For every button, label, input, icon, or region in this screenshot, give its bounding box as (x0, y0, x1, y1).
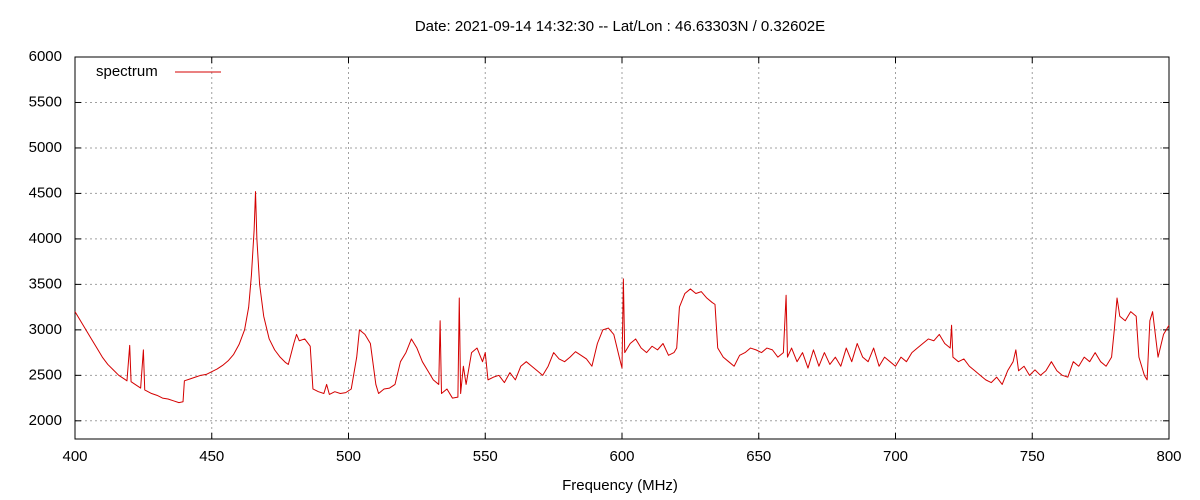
x-tick-label: 450 (199, 448, 224, 465)
y-tick-label: 3000 (29, 321, 62, 338)
y-tick-label: 2500 (29, 366, 62, 383)
y-tick-label: 5000 (29, 139, 62, 156)
x-axis-label: Frequency (MHz) (562, 477, 678, 494)
plot-frame (74, 56, 1170, 440)
y-tick-label: 3500 (29, 275, 62, 292)
x-tick-label: 800 (1156, 448, 1181, 465)
series-line (74, 191, 1170, 404)
y-tick-label: 5500 (29, 93, 62, 110)
y-tick-label: 2000 (29, 412, 62, 429)
x-tick-label: 700 (883, 448, 908, 465)
x-tick-label: 400 (62, 448, 87, 465)
x-tick-label: 750 (1020, 448, 1045, 465)
y-tick-label: 4000 (29, 230, 62, 247)
x-tick-label: 550 (473, 448, 498, 465)
x-tick-label: 500 (336, 448, 361, 465)
x-tick-label: 650 (746, 448, 771, 465)
x-tick-label: 600 (609, 448, 634, 465)
y-tick-label: 4500 (29, 184, 62, 201)
legend-label: spectrum (96, 63, 158, 80)
y-tick-label: 6000 (29, 48, 62, 65)
chart-title: Date: 2021-09-14 14:32:30 -- Lat/Lon : 4… (415, 18, 825, 35)
